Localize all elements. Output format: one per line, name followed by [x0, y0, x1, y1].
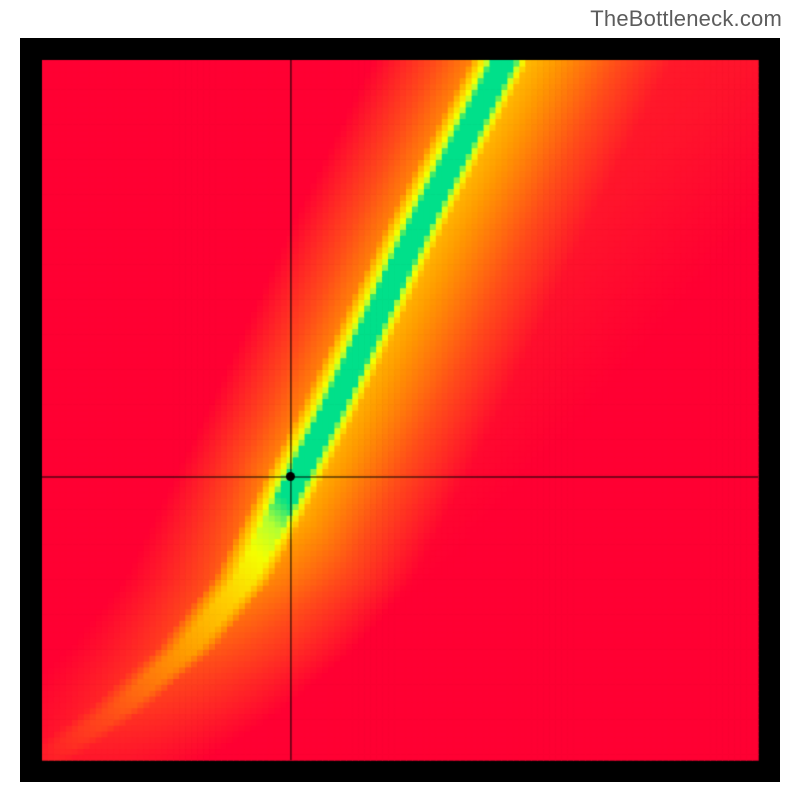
chart-container: TheBottleneck.com	[0, 0, 800, 800]
bottleneck-heatmap	[20, 38, 780, 782]
watermark-text: TheBottleneck.com	[590, 6, 782, 32]
chart-frame	[20, 38, 780, 782]
